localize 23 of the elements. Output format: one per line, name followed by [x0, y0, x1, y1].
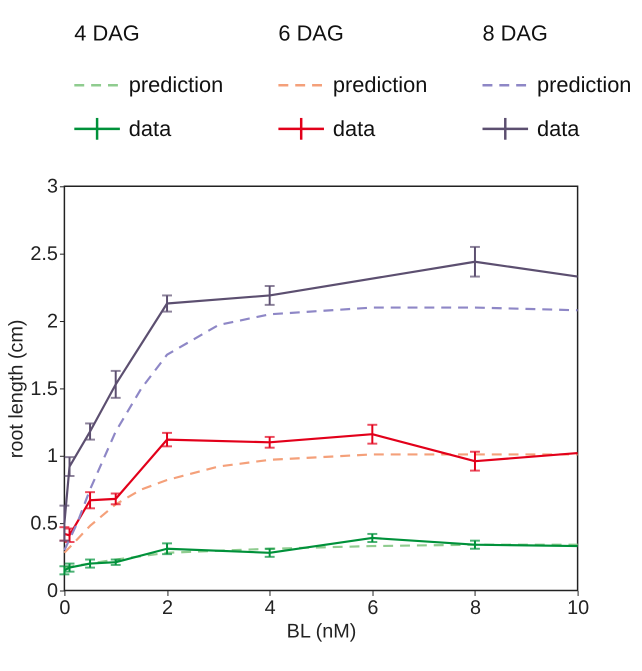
- x-tick-label: 6: [367, 596, 378, 619]
- y-tick-label: 0: [46, 580, 58, 602]
- y-tick-label: 1: [46, 445, 58, 468]
- legend-label: data: [128, 116, 172, 141]
- y-tick-label: 1.5: [30, 378, 58, 400]
- y-tick-label: 2.5: [30, 243, 58, 266]
- y-axis-title: root length (cm): [5, 320, 28, 458]
- legend-label: data: [536, 116, 580, 141]
- text: 4 DAG: [74, 20, 140, 46]
- x-tick-label: 4: [264, 596, 276, 619]
- x-tick-label: 2: [162, 596, 174, 619]
- text: 8 DAG: [482, 20, 548, 46]
- legend-label: prediction: [128, 72, 224, 98]
- y-tick-label: 3: [46, 176, 58, 198]
- legend-label: prediction: [332, 72, 428, 98]
- text: 6 DAG: [278, 20, 344, 46]
- y-tick-label: 0.5: [30, 512, 58, 535]
- x-tick-label: 8: [470, 596, 481, 619]
- y-tick-label: 2: [46, 310, 58, 332]
- legend-label: prediction: [536, 72, 632, 98]
- x-tick-label: 10: [567, 596, 590, 619]
- legend-label: data: [332, 116, 376, 141]
- x-axis-title: BL (nM): [286, 620, 356, 643]
